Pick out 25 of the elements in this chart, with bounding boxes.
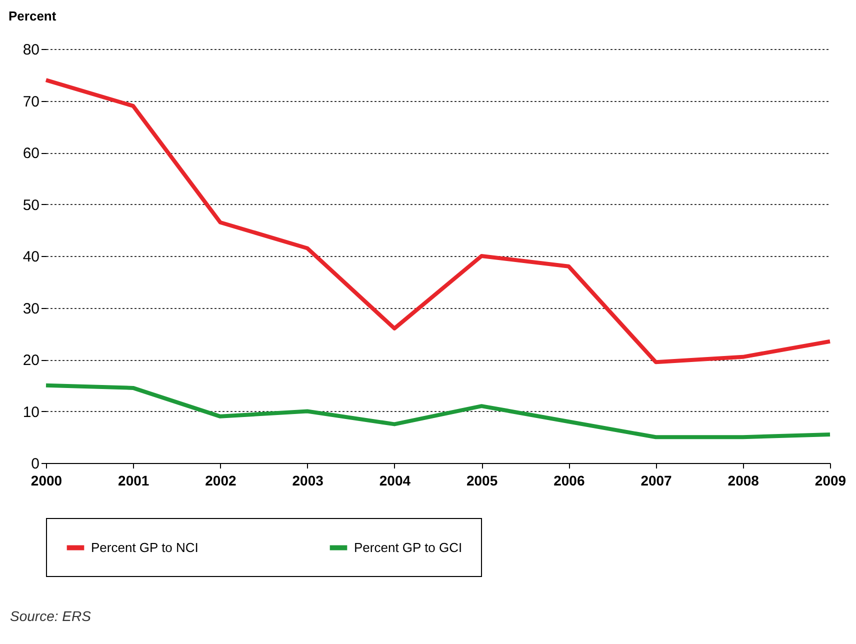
line-series: [44, 78, 832, 364]
x-tick-label: 2009: [814, 472, 846, 488]
y-tick-label: 20: [22, 352, 40, 369]
y-tick-label: 70: [22, 93, 40, 110]
y-tick-label: 30: [22, 300, 40, 318]
line-series: [44, 383, 832, 440]
x-tick-label: 2003: [292, 472, 324, 488]
y-tick-label: 60: [22, 145, 40, 162]
y-tick-label: 50: [22, 196, 40, 214]
source-note: Source: ERS: [10, 608, 91, 624]
y-tick-label: 0: [31, 456, 40, 472]
y-tick-label: 10: [22, 404, 40, 421]
x-tick-label: 2001: [118, 472, 150, 488]
x-tick-label: 2000: [30, 472, 62, 488]
y-tick-label: 80: [22, 42, 40, 58]
x-tick-label: 2005: [466, 472, 498, 488]
legend-label: Percent GP to NCI: [91, 540, 198, 555]
legend-label: Percent GP to GCI: [354, 540, 462, 555]
y-tick-label: 40: [22, 248, 40, 266]
y-axis-title: Percent: [8, 8, 57, 24]
x-tick-label: 2008: [728, 472, 760, 488]
x-tick-label: 2006: [554, 472, 585, 488]
x-tick-label: 2007: [640, 472, 672, 488]
x-tick-label: 2002: [205, 472, 237, 488]
x-tick-label: 2004: [379, 472, 411, 488]
